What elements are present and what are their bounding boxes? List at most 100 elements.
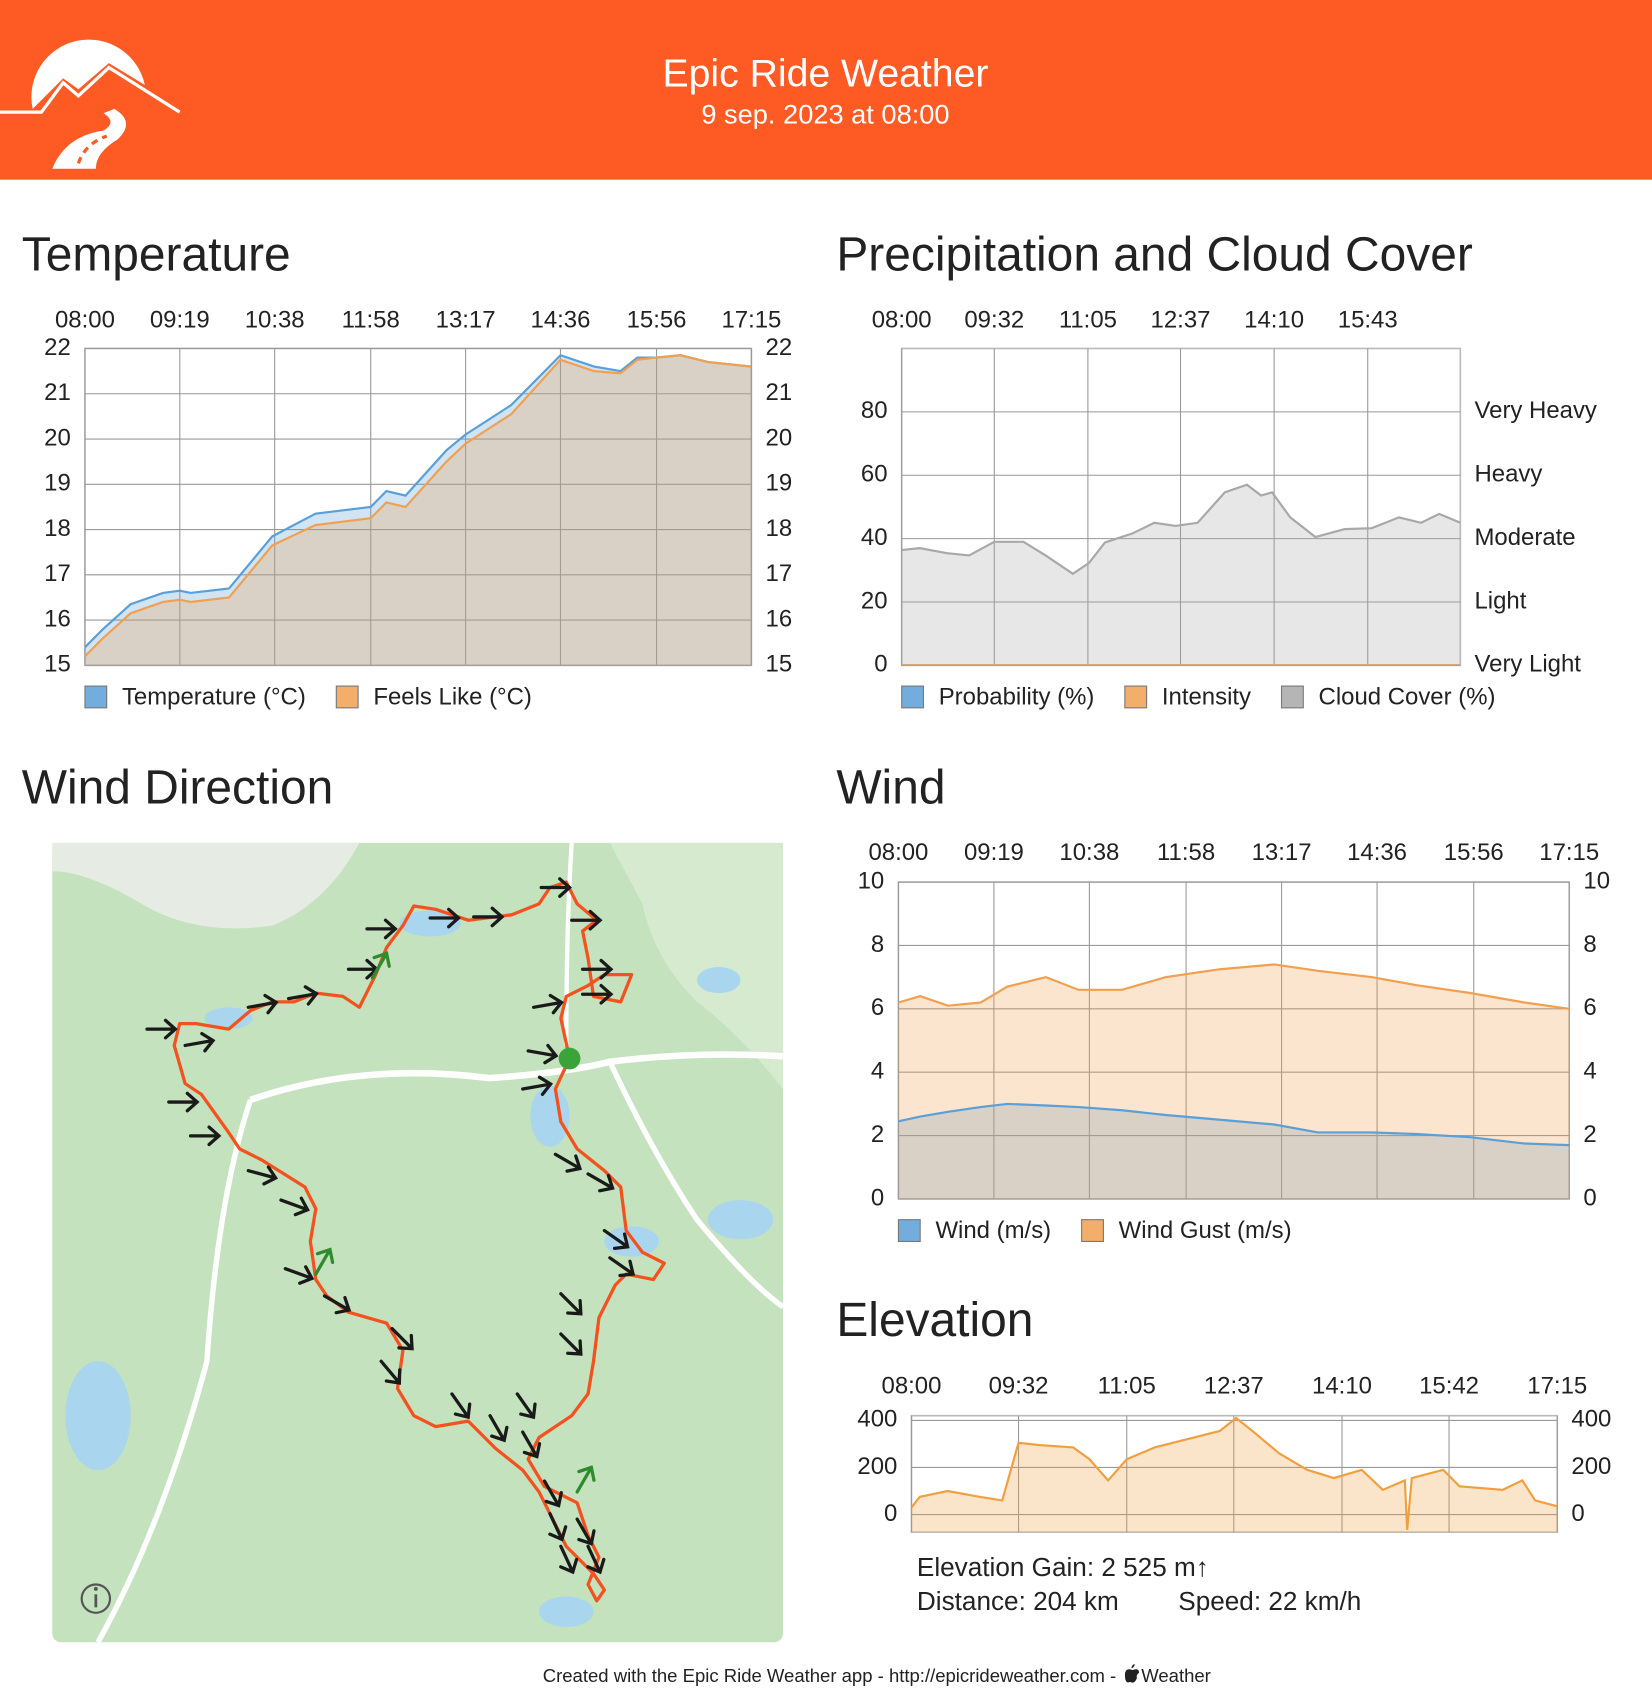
y-tick-label: 16 [44,605,71,632]
y-tick-label: 18 [44,515,71,542]
legend-swatch [1124,685,1148,709]
y-tick-label: 0 [871,1184,884,1211]
x-tick-label: 12:37 [1151,307,1211,334]
y-tick-label: 10 [858,867,885,894]
apple-logo [1124,1663,1140,1683]
y-tick-label: 6 [871,994,884,1021]
y2-tick-label: 19 [766,470,793,497]
y-tick-label: 19 [44,470,71,497]
y-tick-label: 20 [861,587,888,614]
wind-arrow [539,877,573,898]
wind-arrow [548,1512,568,1542]
y-tick-label: 0 [874,651,887,678]
series-line [901,483,1461,576]
wind-arrow [542,1479,563,1508]
y-tick-label: 4 [871,1058,884,1085]
y2-tick-label: 0 [1571,1500,1584,1527]
logo [0,39,181,169]
y2-tick-label: 6 [1583,994,1596,1021]
y-tick-label: 80 [861,397,888,424]
wind-arrow [602,1228,630,1250]
x-tick-label: 15:56 [627,307,687,334]
y2-tick-label: 10 [1583,867,1610,894]
x-tick-label: 10:38 [1059,839,1119,866]
y-tick-label: 8 [871,931,884,958]
y2-tick-label: 21 [766,379,793,406]
legend-label: Cloud Cover (%) [1319,683,1496,710]
x-tick-label: 11:58 [342,307,400,334]
x-tick-label: 17:15 [1539,839,1599,866]
y-tick-label: 60 [861,461,888,488]
wind-arrow [183,1032,216,1053]
area-fill [898,964,1570,1199]
area-fill [901,484,1461,666]
x-tick-label: 17:15 [1527,1373,1587,1400]
plot-area [84,347,753,667]
legend-swatch [1081,1219,1104,1242]
y2-tick-label: 18 [766,515,793,542]
y2-tick-label: 200 [1571,1453,1611,1480]
x-tick-label: 11:05 [1098,1373,1156,1400]
legend-swatch [897,1219,921,1242]
y-tick-label: 17 [44,560,71,587]
y2-tick-label: 16 [766,605,793,632]
x-tick-label: 17:15 [721,307,781,334]
wind-arrow [246,1165,279,1186]
legend-swatch [84,685,108,709]
x-tick-label: 14:36 [1347,839,1407,866]
x-tick-label: 11:05 [1059,307,1117,334]
wind-arrow [145,1018,178,1040]
wind-arrow [390,1326,414,1351]
y-tick-label: 2 [871,1121,884,1148]
wind-arrow [370,951,391,980]
x-tick-label: 09:19 [150,307,210,334]
y2-tick-label: 15 [766,651,793,678]
wind-arrow [472,906,505,928]
elevation-gain: Elevation Gain: 2 525 m↑ [917,1552,1209,1582]
x-tick-label: 08:00 [882,1373,942,1400]
wind-arrow [521,1430,542,1459]
y2-tick-label: 2 [1583,1121,1596,1148]
x-tick-label: 15:56 [1444,839,1504,866]
area-fill [898,1103,1570,1199]
wind-arrow [559,1544,579,1575]
y2-tick-label: 17 [766,560,793,587]
x-tick-label: 08:00 [872,307,932,334]
distance: Distance: 204 km [917,1586,1119,1616]
y-tick-label: 0 [884,1500,897,1527]
y-tick-label: 22 [44,334,71,361]
x-tick-label: 14:10 [1312,1373,1372,1400]
footer-brand: Weather [1141,1665,1211,1686]
map-title: Wind Direction [22,761,333,814]
legend-label: Wind Gust (m/s) [1119,1217,1292,1244]
wind-arrow [559,1292,583,1316]
series-line [911,1416,1558,1530]
x-tick-label: 08:00 [55,307,115,334]
header-bar [0,0,1652,180]
y2-tick-label: 4 [1583,1058,1596,1085]
legend-swatch [335,685,359,709]
y-tick-label: 15 [44,651,71,678]
y-tick-label: 40 [861,524,888,551]
legend-label: Wind (m/s) [935,1217,1051,1244]
series-line [898,963,1570,1010]
wind-arrow [608,1256,636,1278]
footer-text: Created with the Epic Ride Weather app -… [543,1665,1116,1686]
y2-tick-label: 0 [1583,1184,1596,1211]
x-tick-label: 15:42 [1419,1373,1479,1400]
x-tick-label: 12:37 [1204,1373,1264,1400]
legend-label: Probability (%) [939,683,1095,710]
wind-arrow [450,1392,472,1420]
y2-tick-label: Very Heavy [1474,397,1596,424]
y-tick-label: 200 [857,1453,897,1480]
wind-arrow [559,1332,583,1356]
x-tick-label: 14:10 [1244,307,1304,334]
wind-arrow [167,1091,200,1113]
wind-arrow [322,1294,352,1315]
wind-arrow [246,993,279,1015]
wind-arrow [515,1392,537,1420]
y2-tick-label: Heavy [1474,461,1542,488]
area-fill [911,1418,1558,1533]
wind-arrow [526,1043,559,1065]
